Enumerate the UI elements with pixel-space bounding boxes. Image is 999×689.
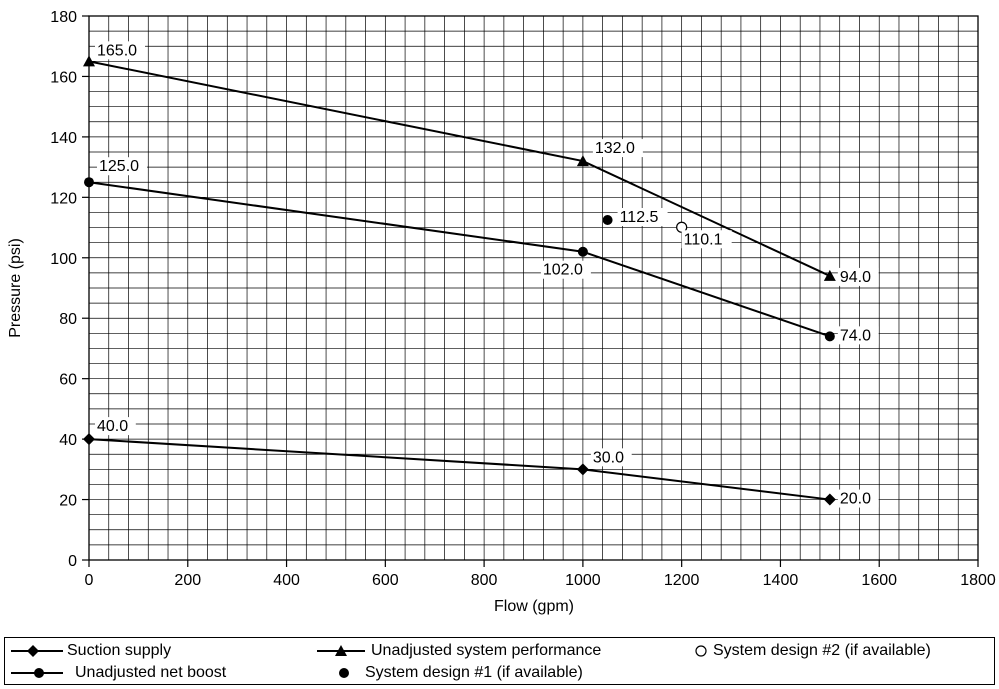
x-axis-label: Flow (gpm) xyxy=(494,598,574,615)
data-label: 165.0 xyxy=(97,42,137,59)
chart-axes: 0 200 400 600 800 1000 1200 1400 1600 1800 0 20 40 60… xyxy=(50,9,996,589)
data-label: 94.0 xyxy=(840,269,871,286)
y-axis-label: Pressure (psi) xyxy=(7,238,24,338)
data-label: 110.1 xyxy=(684,231,723,248)
diamond-marker-icon xyxy=(11,645,63,657)
legend-label: Unadjusted net boost xyxy=(75,664,227,681)
x-tick-label: 1200 xyxy=(664,572,700,589)
data-label: 40.0 xyxy=(97,418,128,435)
legend-label: System design #1 (if available) xyxy=(365,664,583,681)
circle-marker-icon xyxy=(11,668,63,678)
data-point-triangle xyxy=(576,155,589,167)
data-point-diamond xyxy=(83,433,95,446)
legend-label: Suction supply xyxy=(67,642,172,659)
data-label: 20.0 xyxy=(840,491,871,508)
data-label: 30.0 xyxy=(593,449,624,466)
data-label-background xyxy=(95,41,145,60)
data-label: 74.0 xyxy=(840,327,871,344)
y-tick-label: 40 xyxy=(59,432,77,449)
data-point-circle xyxy=(824,331,835,342)
data-label-background xyxy=(681,230,732,249)
y-tick-label: 80 xyxy=(59,311,77,328)
chart-legend: Suction supply Unadjusted net boost Unad… xyxy=(4,637,995,685)
data-label: 125.0 xyxy=(99,158,139,175)
filled-dot-icon xyxy=(339,668,349,678)
x-tick-label: 1800 xyxy=(960,572,996,589)
legend-label: System design #2 (if available) xyxy=(713,642,931,659)
data-point-circle xyxy=(577,246,588,257)
y-tick-label: 20 xyxy=(59,493,77,510)
chart-data-labels: 40.0 30.0 20.0 165.0 132.0 94.0 125.0 102.0 74.0… xyxy=(95,41,879,508)
plot-frame xyxy=(88,15,979,561)
data-label: 102.0 xyxy=(543,262,583,279)
open-circle-icon xyxy=(695,645,707,657)
data-label-background xyxy=(590,448,632,467)
data-point-triangle xyxy=(823,269,836,281)
data-label-background xyxy=(617,208,668,226)
y-tick-label: 160 xyxy=(50,69,77,86)
y-tick-label: 180 xyxy=(50,9,77,26)
data-label-background xyxy=(95,417,136,436)
data-label-background xyxy=(837,489,879,508)
y-tick-label: 60 xyxy=(59,372,77,389)
x-tick-label: 1400 xyxy=(763,572,799,589)
pressure-flow-chart: 0 200 400 600 800 1000 1200 1400 1600 1800 0 20 40 60… xyxy=(7,9,996,615)
y-tick-label: 0 xyxy=(68,553,77,570)
x-tick-label: 1600 xyxy=(861,572,897,589)
y-tick-label: 120 xyxy=(50,190,77,207)
legend-label: Unadjusted system performance xyxy=(371,642,602,659)
x-tick-label: 0 xyxy=(85,572,94,589)
data-label: 132.0 xyxy=(595,140,635,157)
data-label-background xyxy=(97,157,147,176)
y-tick-label: 100 xyxy=(50,251,77,268)
data-point-circle xyxy=(84,177,94,188)
data-label-background xyxy=(837,326,879,345)
data-label-background xyxy=(592,139,643,158)
triangle-marker-icon xyxy=(317,645,365,656)
chart-grid xyxy=(88,15,979,561)
data-label: 112.5 xyxy=(620,209,659,226)
data-point-circle xyxy=(602,215,613,225)
x-tick-label: 1000 xyxy=(565,572,601,589)
data-point-diamond xyxy=(576,463,589,476)
x-tick-label: 200 xyxy=(174,572,201,589)
x-tick-label: 800 xyxy=(471,572,498,589)
data-label-background xyxy=(837,267,879,286)
x-tick-label: 600 xyxy=(372,572,399,589)
chart-series xyxy=(83,55,836,506)
data-label-background xyxy=(540,260,591,279)
data-point-triangle xyxy=(83,55,95,67)
data-point-diamond xyxy=(823,493,836,506)
y-tick-label: 140 xyxy=(50,130,77,147)
x-tick-label: 400 xyxy=(273,572,300,589)
